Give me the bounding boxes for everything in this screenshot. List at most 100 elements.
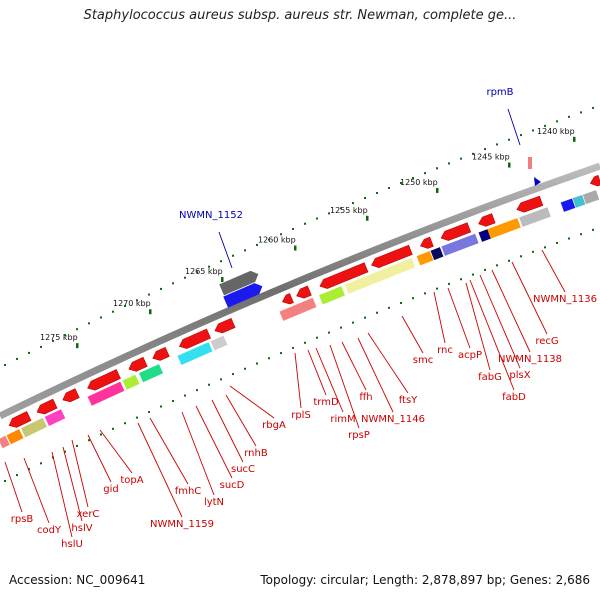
scale-dot [64, 334, 66, 337]
leader-line [51, 451, 73, 538]
scale-dots [3, 106, 594, 483]
gene-label-rimM: rimM [330, 414, 355, 425]
leader-line [23, 457, 50, 524]
genome-backbone [0, 162, 600, 420]
gene-domain [519, 207, 551, 227]
gene-rpmB-mark [528, 157, 532, 169]
scale-dot [220, 378, 222, 381]
scale-dot [496, 264, 498, 267]
map-title: Staphylococcus aureus subsp. aureus str.… [83, 8, 517, 23]
gene-arrow-reverse [440, 222, 472, 241]
leader-line [341, 341, 367, 391]
strand-arrowhead [534, 177, 541, 186]
scale-dot [556, 120, 558, 123]
scale-dot [448, 162, 450, 165]
tick-mark [76, 343, 79, 349]
leader-line [4, 461, 23, 513]
scale-dot [3, 480, 6, 483]
gene-label-fabG: fabG [478, 372, 502, 383]
leader-line [218, 231, 233, 269]
leader-line [479, 274, 521, 369]
scale-dot [88, 439, 90, 442]
scale-dot [436, 167, 438, 170]
gene-label-fmhC: fmhC [175, 486, 202, 497]
scale-dot [148, 411, 150, 414]
scale-dot [520, 134, 522, 137]
gene-label-xerC: xerC [77, 509, 100, 520]
scale-dot [256, 243, 258, 246]
scale-dot [16, 357, 18, 360]
gene-label-ffh: ffh [359, 392, 372, 403]
scale-dot [220, 260, 222, 263]
scale-dot [136, 416, 138, 419]
gene-label-fabD: fabD [502, 392, 526, 403]
gene-label-NWMN_1146: NWMN_1146 [361, 414, 425, 425]
scale-dot [472, 152, 474, 155]
gene-domain [210, 335, 228, 351]
scale-dot [292, 346, 294, 349]
leader-line [307, 349, 327, 396]
scale-dot [544, 246, 546, 249]
tick-label: 1245 kbp [472, 153, 510, 162]
gene-domain [441, 233, 479, 256]
accession-text: Accession: NC_009641 [9, 573, 146, 587]
gene-label-rnc: rnc [437, 345, 453, 356]
leader-line [87, 434, 112, 483]
scale-dot [148, 293, 150, 296]
scale-dot [28, 351, 30, 354]
gene-label-rpmB: rpmB [486, 87, 513, 98]
gene-features [0, 157, 600, 449]
scale-dot [304, 341, 306, 344]
scale-dot [268, 238, 270, 241]
tick-label: 1240 kbp [537, 127, 575, 136]
scale-dot [256, 362, 258, 365]
gene-domain [138, 364, 164, 383]
gene-domain [344, 257, 416, 294]
gene-label-rpsB: rpsB [11, 514, 34, 525]
scale-dot [28, 468, 30, 471]
scale-dot [412, 177, 414, 180]
gene-domain [416, 251, 434, 266]
scale-dot [16, 474, 18, 477]
gene-label-trmD: trmD [313, 397, 339, 408]
scale-dot [580, 111, 582, 114]
scale-dot [76, 444, 78, 447]
tick-mark [294, 245, 297, 251]
scale-dot [400, 302, 402, 304]
scale-dot [568, 237, 570, 240]
leader-line [511, 261, 548, 335]
gene-arrow-reverse [478, 213, 496, 227]
leader-line [71, 439, 89, 508]
leader-line [447, 287, 471, 349]
gene-domain [487, 218, 521, 239]
leader-line [469, 279, 515, 391]
gene-label-plsX: plsX [509, 370, 530, 381]
kbp-scale: 1240 kbp 1245 kbp 1250 kbp 1255 kbp 1260 kbp… [40, 127, 576, 349]
gene-label-hslU: hslU [61, 539, 83, 550]
scale-dot [172, 400, 174, 403]
scale-dot [364, 197, 366, 200]
scale-dot [448, 282, 450, 285]
scale-dot [184, 276, 186, 279]
leader-line [181, 411, 215, 496]
scale-dot [196, 389, 198, 392]
tick-label: 1260 kbp [258, 236, 296, 245]
scale-dot [352, 321, 354, 324]
gene-arrow-reverse [420, 236, 434, 249]
scale-dot [52, 339, 54, 342]
scale-dot [556, 241, 558, 244]
leader-line [99, 429, 133, 474]
scale-dot [232, 373, 234, 376]
tick-label: 1250 kbp [400, 178, 438, 187]
gene-arrow-reverse [319, 262, 369, 289]
leader-line [315, 347, 344, 413]
scale-dot [388, 306, 390, 309]
scale-dot [328, 331, 330, 334]
scale-dot [424, 172, 426, 175]
gene-label-rnhB: rnhB [244, 448, 268, 459]
gene-label-NWMN_1136: NWMN_1136 [533, 294, 597, 305]
scale-dot [268, 357, 270, 360]
gene-label-rpsP: rpsP [348, 430, 370, 441]
scale-dot [484, 268, 486, 271]
gene-label-sucD: sucD [220, 480, 245, 491]
